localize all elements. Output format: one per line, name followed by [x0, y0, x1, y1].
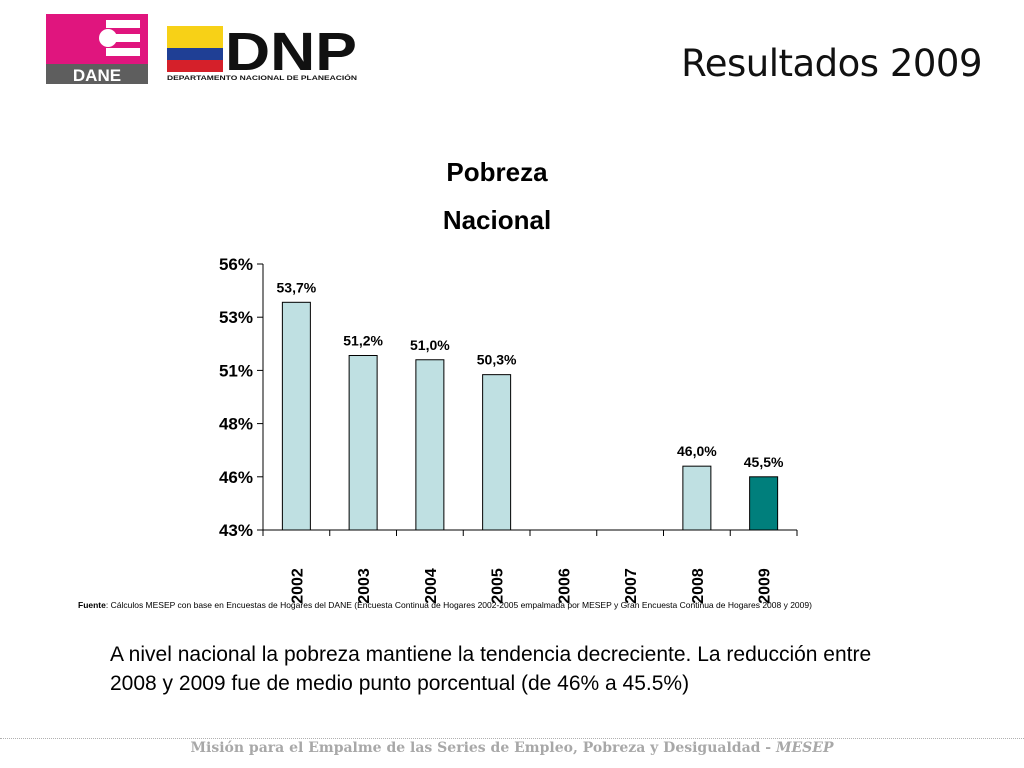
data-label-2003: 51,2% [343, 333, 383, 349]
x-tick-label: 2003 [356, 568, 373, 604]
y-tick-label: 56% [219, 255, 253, 274]
source-note: Fuente: Cálculos MESEP con base en Encue… [78, 600, 978, 610]
bar-2002 [281, 301, 311, 531]
bar-2009 [749, 476, 779, 531]
y-tick-label: 53% [219, 308, 253, 327]
data-label-2009: 45,5% [744, 454, 784, 470]
chart-data-labels: 53,7% 51,2% 51,0% 50,3% 46,0% 45,5% [277, 279, 784, 469]
x-tick-label: 2005 [490, 568, 507, 604]
x-tick-label: 2002 [289, 568, 306, 604]
chart-subtitle: Nacional [443, 205, 551, 235]
y-tick-label: 46% [219, 468, 253, 487]
x-tick-label: 2007 [623, 568, 640, 604]
chart-axes: 43% 46% 48% 51% 53% 56% 2002 2003 2004 2005 2006 20… [219, 255, 798, 604]
dnp-logo: DNP DEPARTAMENTO NACIONAL DE PLANEACIÓN [167, 22, 357, 82]
dane-logo-symbol [99, 20, 140, 56]
bar-2003 [348, 355, 378, 531]
x-tick-label: 2008 [690, 568, 707, 604]
y-tick-label: 43% [219, 521, 253, 540]
source-label: Fuente [78, 600, 106, 610]
data-label-2005: 50,3% [477, 352, 517, 368]
dane-logo-gray-band [46, 64, 148, 84]
dnp-logo-subtitle: DEPARTAMENTO NACIONAL DE PLANEACIÓN [167, 73, 357, 82]
chart-bars [281, 301, 779, 531]
y-tick-label: 51% [219, 361, 253, 380]
poverty-bar-chart: Pobreza Nacional 43% 46% 48% 51% 53% 56% 2002 2… [219, 157, 798, 604]
dane-logo-text: DANE [73, 66, 121, 84]
source-text: : Cálculos MESEP con base en Encuestas d… [105, 600, 812, 610]
bar-2008 [682, 465, 712, 531]
data-label-2004: 51,0% [410, 337, 450, 353]
x-tick-label: 2009 [757, 568, 774, 604]
footer-acronym: MESEP [776, 740, 834, 756]
data-label-2002: 53,7% [277, 279, 317, 295]
dnp-flag-yellow [167, 26, 223, 48]
data-label-2008: 46,0% [677, 443, 717, 459]
dane-logo: DANE [46, 14, 148, 84]
x-tick-label: 2004 [423, 568, 440, 604]
x-tick-label: 2006 [556, 568, 573, 604]
bar-2004 [415, 359, 445, 531]
slide-title: Resultados 2009 [681, 42, 982, 85]
bar-2005 [482, 374, 512, 531]
y-tick-label: 48% [219, 415, 253, 434]
footer: Misión para el Empalme de las Series de … [0, 740, 1024, 756]
dnp-flag-red [167, 60, 223, 72]
dnp-logo-text: DNP [225, 22, 357, 82]
dnp-flag-blue [167, 48, 223, 60]
footer-text: Misión para el Empalme de las Series de … [190, 740, 776, 756]
chart-title: Pobreza [446, 157, 548, 187]
summary-text: A nivel nacional la pobreza mantiene la … [110, 643, 872, 695]
footer-divider [0, 738, 1024, 739]
